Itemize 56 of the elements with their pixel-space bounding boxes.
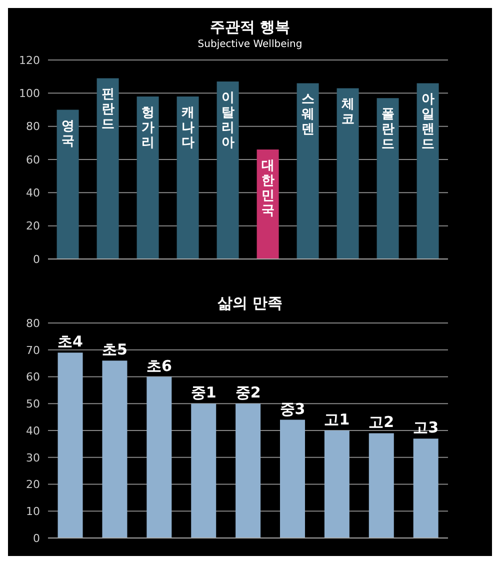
- bar: [216, 82, 239, 259]
- x-tick-label: 대한민국: [261, 158, 274, 219]
- x-tick-label: 고2: [368, 413, 394, 432]
- bar: [176, 96, 199, 259]
- x-tick-label: 스웨덴: [301, 92, 314, 138]
- x-tick-label: 영국: [61, 118, 74, 149]
- y-tick-label: 50: [26, 398, 40, 411]
- bar: [136, 96, 159, 259]
- x-tick-label: 중3: [280, 400, 306, 418]
- chart-subtitle: Subjective Wellbeing: [196, 39, 304, 50]
- bar: [413, 438, 438, 538]
- chart-title: 주관적 행복: [208, 18, 292, 37]
- chart-title: 삶의 만족: [216, 294, 284, 313]
- y-tick-label: 60: [26, 153, 40, 166]
- x-tick-label: 헝가리: [141, 105, 154, 150]
- x-tick-label: 초5: [102, 340, 128, 359]
- y-tick-label: 80: [26, 120, 40, 134]
- y-tick-label: 0: [33, 252, 40, 266]
- bar: [146, 376, 172, 538]
- y-tick-label: 40: [26, 424, 40, 438]
- x-tick-label: 폴란드: [381, 107, 394, 152]
- x-tick-label: 핀란드: [101, 87, 114, 132]
- y-tick-label: 30: [26, 451, 40, 464]
- y-tick-label: 20: [26, 478, 40, 492]
- bar: [376, 98, 399, 259]
- x-tick-label: 고1: [324, 410, 350, 428]
- bar: [58, 352, 83, 538]
- bar: [236, 404, 261, 538]
- bar: [416, 83, 439, 259]
- x-tick-label: 캐나다: [181, 105, 194, 150]
- y-tick-label: 0: [33, 532, 40, 545]
- x-tick-label: 초6: [146, 356, 172, 375]
- x-tick-label: 고3: [413, 418, 439, 437]
- x-tick-label: 중1: [190, 384, 216, 402]
- bar: [56, 110, 79, 259]
- bar: [368, 433, 394, 538]
- x-tick-label: 중2: [235, 384, 261, 402]
- x-tick-label: 아일랜드: [421, 92, 434, 152]
- y-tick-label: 40: [26, 186, 40, 200]
- bar: [191, 404, 216, 538]
- y-tick-label: 80: [26, 316, 40, 330]
- y-tick-label: 120: [19, 54, 40, 67]
- bar: [296, 83, 319, 259]
- y-tick-label: 70: [26, 344, 40, 357]
- y-tick-label: 10: [26, 505, 40, 518]
- y-tick-label: 20: [26, 220, 40, 233]
- y-tick-label: 60: [26, 370, 40, 384]
- x-tick-label: 이탈리아: [221, 90, 234, 151]
- x-tick-label: 초4: [58, 332, 83, 351]
- x-tick-label: 체코: [340, 97, 354, 128]
- bar: [324, 430, 350, 538]
- bar: [336, 88, 359, 259]
- bar: [280, 420, 305, 538]
- y-tick-label: 100: [19, 87, 40, 100]
- bar: [96, 78, 119, 259]
- bar: [102, 360, 128, 538]
